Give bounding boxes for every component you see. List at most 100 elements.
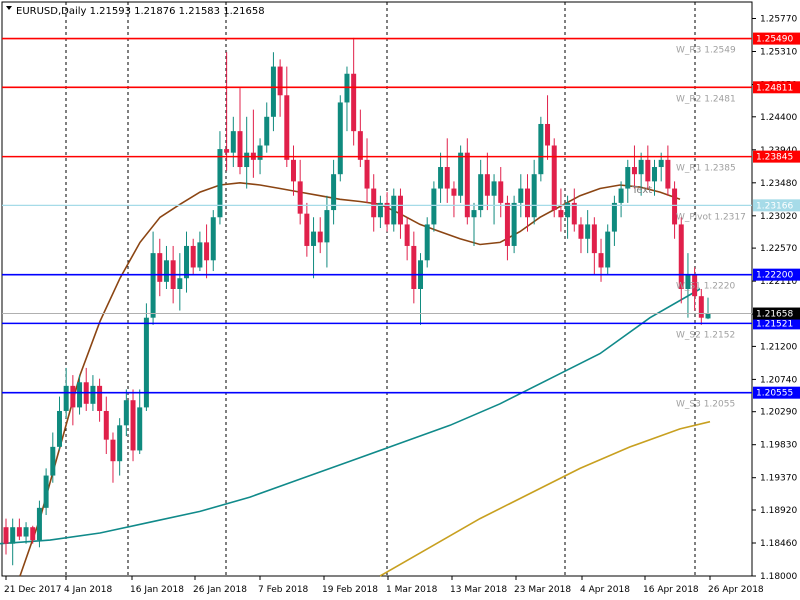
candle-body[interactable] xyxy=(257,145,263,160)
candle-body[interactable] xyxy=(625,167,631,189)
candle-body[interactable] xyxy=(397,195,403,225)
candle-body[interactable] xyxy=(518,188,524,203)
candle-body[interactable] xyxy=(404,224,410,246)
candle-body[interactable] xyxy=(103,410,109,440)
candle-body[interactable] xyxy=(50,446,56,476)
candle-body[interactable] xyxy=(585,224,591,239)
candle-body[interactable] xyxy=(631,167,637,175)
candle-body[interactable] xyxy=(504,202,510,246)
candle-body[interactable] xyxy=(351,73,357,132)
candle-body[interactable] xyxy=(277,66,283,96)
candle-body[interactable] xyxy=(264,116,270,146)
candle-body[interactable] xyxy=(150,253,156,318)
candle-body[interactable] xyxy=(364,159,370,189)
candle-body[interactable] xyxy=(43,475,49,508)
candle-body[interactable] xyxy=(678,224,684,289)
candle-body[interactable] xyxy=(56,410,62,447)
candle-body[interactable] xyxy=(558,210,564,218)
candle-body[interactable] xyxy=(184,245,190,279)
candle-body[interactable] xyxy=(331,174,337,211)
candle-body[interactable] xyxy=(304,213,310,246)
candle-body[interactable] xyxy=(10,527,16,544)
candle-body[interactable] xyxy=(605,231,611,268)
candle-body[interactable] xyxy=(317,231,323,243)
candle-body[interactable] xyxy=(411,245,417,289)
candle-body[interactable] xyxy=(36,507,42,541)
candle-body[interactable] xyxy=(438,167,444,189)
candle-body[interactable] xyxy=(484,174,490,196)
candle-body[interactable] xyxy=(324,210,330,243)
candle-body[interactable] xyxy=(143,317,149,408)
candle-body[interactable] xyxy=(471,210,477,218)
candle-body[interactable] xyxy=(591,224,597,254)
candle-body[interactable] xyxy=(237,131,243,168)
candle-body[interactable] xyxy=(478,174,484,211)
candle-body[interactable] xyxy=(110,439,116,462)
candle-body[interactable] xyxy=(137,407,143,451)
candle-body[interactable] xyxy=(337,102,343,175)
candle-body[interactable] xyxy=(270,66,276,117)
candle-body[interactable] xyxy=(598,253,604,268)
candle-body[interactable] xyxy=(638,159,644,175)
candle-body[interactable] xyxy=(63,385,69,411)
candle-body[interactable] xyxy=(391,195,397,225)
candle-body[interactable] xyxy=(90,385,96,404)
candle-body[interactable] xyxy=(384,202,390,225)
candle-body[interactable] xyxy=(244,152,250,168)
candle-body[interactable] xyxy=(652,167,658,182)
candle-body[interactable] xyxy=(190,245,196,268)
candle-body[interactable] xyxy=(692,274,698,297)
candle-body[interactable] xyxy=(23,527,29,537)
candle-body[interactable] xyxy=(123,400,129,426)
candle-body[interactable] xyxy=(157,253,163,282)
candle-body[interactable] xyxy=(163,260,169,282)
candle-body[interactable] xyxy=(210,217,216,261)
candle-body[interactable] xyxy=(658,159,664,168)
candle-body[interactable] xyxy=(3,527,9,544)
candle-body[interactable] xyxy=(290,159,296,182)
candle-body[interactable] xyxy=(311,231,317,246)
candle-body[interactable] xyxy=(578,224,584,239)
candle-body[interactable] xyxy=(531,174,537,218)
candle-body[interactable] xyxy=(511,202,517,246)
candle-body[interactable] xyxy=(551,145,557,211)
candle-body[interactable] xyxy=(77,382,83,408)
candle-body[interactable] xyxy=(491,181,497,196)
candle-body[interactable] xyxy=(130,400,136,451)
candle-body[interactable] xyxy=(371,188,377,218)
candle-body[interactable] xyxy=(698,296,704,318)
candle-body[interactable] xyxy=(431,188,437,225)
candle-body[interactable] xyxy=(571,202,577,225)
candle-body[interactable] xyxy=(464,152,470,218)
candle-body[interactable] xyxy=(217,149,223,218)
candle-body[interactable] xyxy=(30,527,36,541)
candle-body[interactable] xyxy=(672,188,678,225)
candle-body[interactable] xyxy=(357,131,363,160)
candle-body[interactable] xyxy=(204,242,210,261)
candle-body[interactable] xyxy=(424,224,430,261)
candle-body[interactable] xyxy=(458,152,464,196)
candle-body[interactable] xyxy=(444,167,450,189)
candle-body[interactable] xyxy=(498,181,504,203)
candle-body[interactable] xyxy=(97,385,103,411)
menu-triangle-icon[interactable] xyxy=(6,6,12,10)
candle-body[interactable] xyxy=(545,123,551,146)
candle-body[interactable] xyxy=(117,425,123,462)
candle-body[interactable] xyxy=(230,131,236,153)
candle-body[interactable] xyxy=(565,202,571,218)
candle-body[interactable] xyxy=(665,159,671,189)
candle-body[interactable] xyxy=(538,123,544,175)
candle-body[interactable] xyxy=(618,188,624,203)
candle-body[interactable] xyxy=(524,188,530,218)
candle-body[interactable] xyxy=(297,181,303,214)
candle-body[interactable] xyxy=(197,242,203,268)
candle-body[interactable] xyxy=(377,202,383,218)
candle-body[interactable] xyxy=(451,188,457,196)
candle-body[interactable] xyxy=(611,202,617,232)
candle-body[interactable] xyxy=(177,278,183,289)
candle-body[interactable] xyxy=(284,95,290,160)
candle-body[interactable] xyxy=(70,385,76,408)
candle-body[interactable] xyxy=(645,159,651,182)
candle-body[interactable] xyxy=(16,527,22,537)
